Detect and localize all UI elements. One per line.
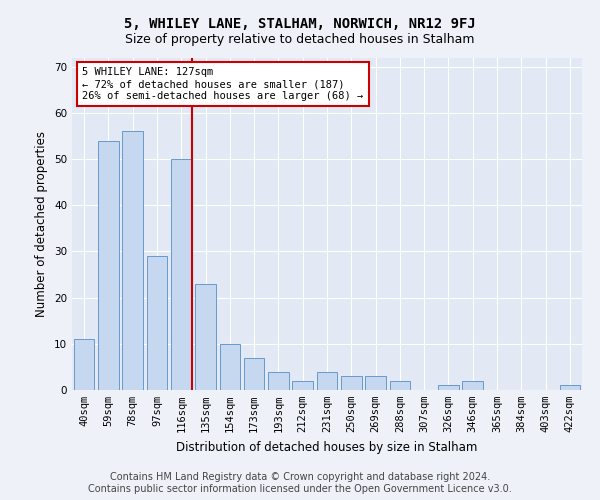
Bar <box>463 381 483 390</box>
Bar <box>244 358 265 390</box>
Bar <box>195 284 216 390</box>
Bar <box>389 381 410 390</box>
Bar <box>560 386 580 390</box>
Bar <box>438 386 459 390</box>
Text: Contains HM Land Registry data © Crown copyright and database right 2024.
Contai: Contains HM Land Registry data © Crown c… <box>88 472 512 494</box>
Text: 5 WHILEY LANE: 127sqm
← 72% of detached houses are smaller (187)
26% of semi-det: 5 WHILEY LANE: 127sqm ← 72% of detached … <box>82 68 364 100</box>
Bar <box>220 344 240 390</box>
Bar <box>292 381 313 390</box>
Bar <box>171 159 191 390</box>
Text: 5, WHILEY LANE, STALHAM, NORWICH, NR12 9FJ: 5, WHILEY LANE, STALHAM, NORWICH, NR12 9… <box>124 18 476 32</box>
Bar <box>98 140 119 390</box>
Bar <box>317 372 337 390</box>
Bar <box>122 132 143 390</box>
Bar <box>341 376 362 390</box>
Bar <box>365 376 386 390</box>
Text: Size of property relative to detached houses in Stalham: Size of property relative to detached ho… <box>125 32 475 46</box>
Bar <box>146 256 167 390</box>
Y-axis label: Number of detached properties: Number of detached properties <box>35 130 49 317</box>
X-axis label: Distribution of detached houses by size in Stalham: Distribution of detached houses by size … <box>176 440 478 454</box>
Bar <box>268 372 289 390</box>
Bar <box>74 339 94 390</box>
